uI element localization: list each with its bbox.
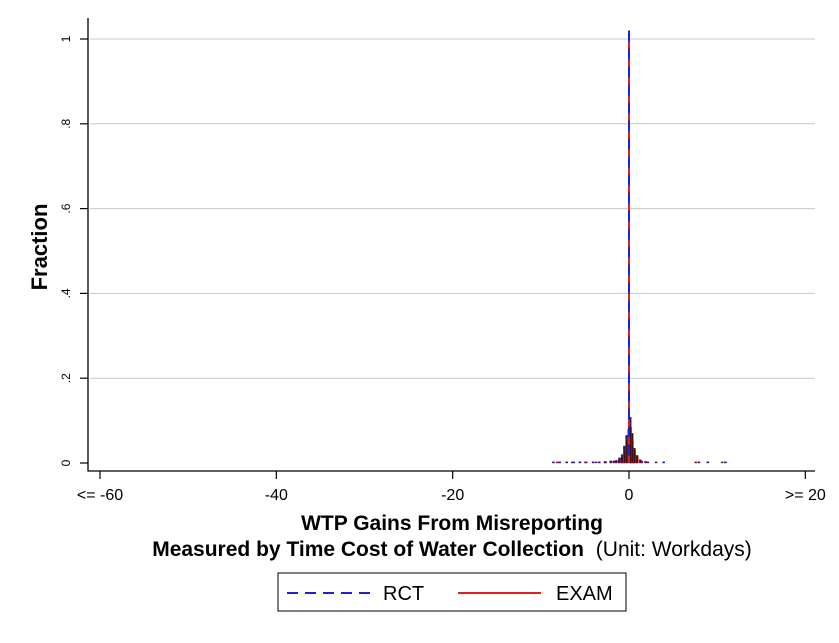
bar-exam-8 <box>623 450 627 464</box>
bar-rct-22 <box>662 461 665 464</box>
x-axis-title-line1: WTP Gains From Misreporting <box>301 512 603 535</box>
bar-rct-23 <box>697 461 701 464</box>
bar-exam-16 <box>638 459 642 464</box>
x-tick-label-1: -40 <box>265 487 288 504</box>
x-axis-title-line2-normal: (Unit: Workdays) <box>596 538 752 561</box>
legend-exam-label: EXAM <box>556 583 613 605</box>
y-axis-title: Fraction <box>27 204 52 291</box>
bar-exam-19 <box>694 461 698 464</box>
y-tick-label-2: .4 <box>59 288 73 298</box>
y-axis-ticks: 0 .2 .4 .6 .8 1 <box>59 35 88 466</box>
histogram-bars <box>552 417 727 464</box>
y-tick-label-5: 1 <box>59 35 73 42</box>
bar-exam-0 <box>556 461 559 464</box>
bar-exam-4 <box>603 461 607 464</box>
x-tick-label-2: -20 <box>441 487 464 504</box>
y-tick-label-0: 0 <box>59 459 73 466</box>
y-tick-label-1: .2 <box>59 373 73 383</box>
bar-rct-4 <box>578 461 582 464</box>
bar-exam-18 <box>654 461 658 464</box>
bar-rct-0 <box>552 461 555 464</box>
x-tick-label-4: >= 20 <box>785 487 826 504</box>
legend-box <box>277 572 627 612</box>
bar-exam-5 <box>612 460 616 464</box>
bar-exam-6 <box>617 459 621 464</box>
x-tick-label-3: 0 <box>625 487 634 504</box>
bar-exam-14 <box>633 447 636 464</box>
bar-rct-9 <box>609 460 613 464</box>
y-tick-label-4: .8 <box>59 118 73 128</box>
bar-exam-1 <box>570 461 574 464</box>
x-axis-title-line2-bold: Measured by Time Cost of Water Collectio… <box>152 538 584 561</box>
bar-rct-21 <box>646 461 650 464</box>
bar-rct-25 <box>724 461 727 464</box>
x-axis-title-line2: Measured by Time Cost of Water Collectio… <box>152 538 752 561</box>
axes <box>87 18 815 472</box>
legend: RCT EXAM <box>277 572 627 612</box>
x-tick-label-0: <= -60 <box>77 487 123 504</box>
bar-rct-6 <box>591 461 595 464</box>
gridlines <box>90 38 815 379</box>
bar-exam-15 <box>635 455 639 464</box>
bar-exam-13 <box>630 433 634 464</box>
legend-rct-label: RCT <box>383 583 424 605</box>
x-axis-ticks: <= -60 -40 -20 0 >= 20 <box>77 471 826 504</box>
bar-rct-24 <box>706 461 710 464</box>
bar-exam-2 <box>584 461 587 464</box>
bar-rct-7 <box>598 461 601 464</box>
bar-rct-10 <box>614 460 618 464</box>
bar-rct-1 <box>558 461 561 464</box>
bar-exam-17 <box>644 461 647 464</box>
bar-rct-2 <box>565 461 568 464</box>
bar-exam-20 <box>720 461 724 464</box>
bar-exam-7 <box>620 456 624 464</box>
bar-exam-3 <box>594 461 598 464</box>
y-tick-label-3: .6 <box>59 203 73 213</box>
